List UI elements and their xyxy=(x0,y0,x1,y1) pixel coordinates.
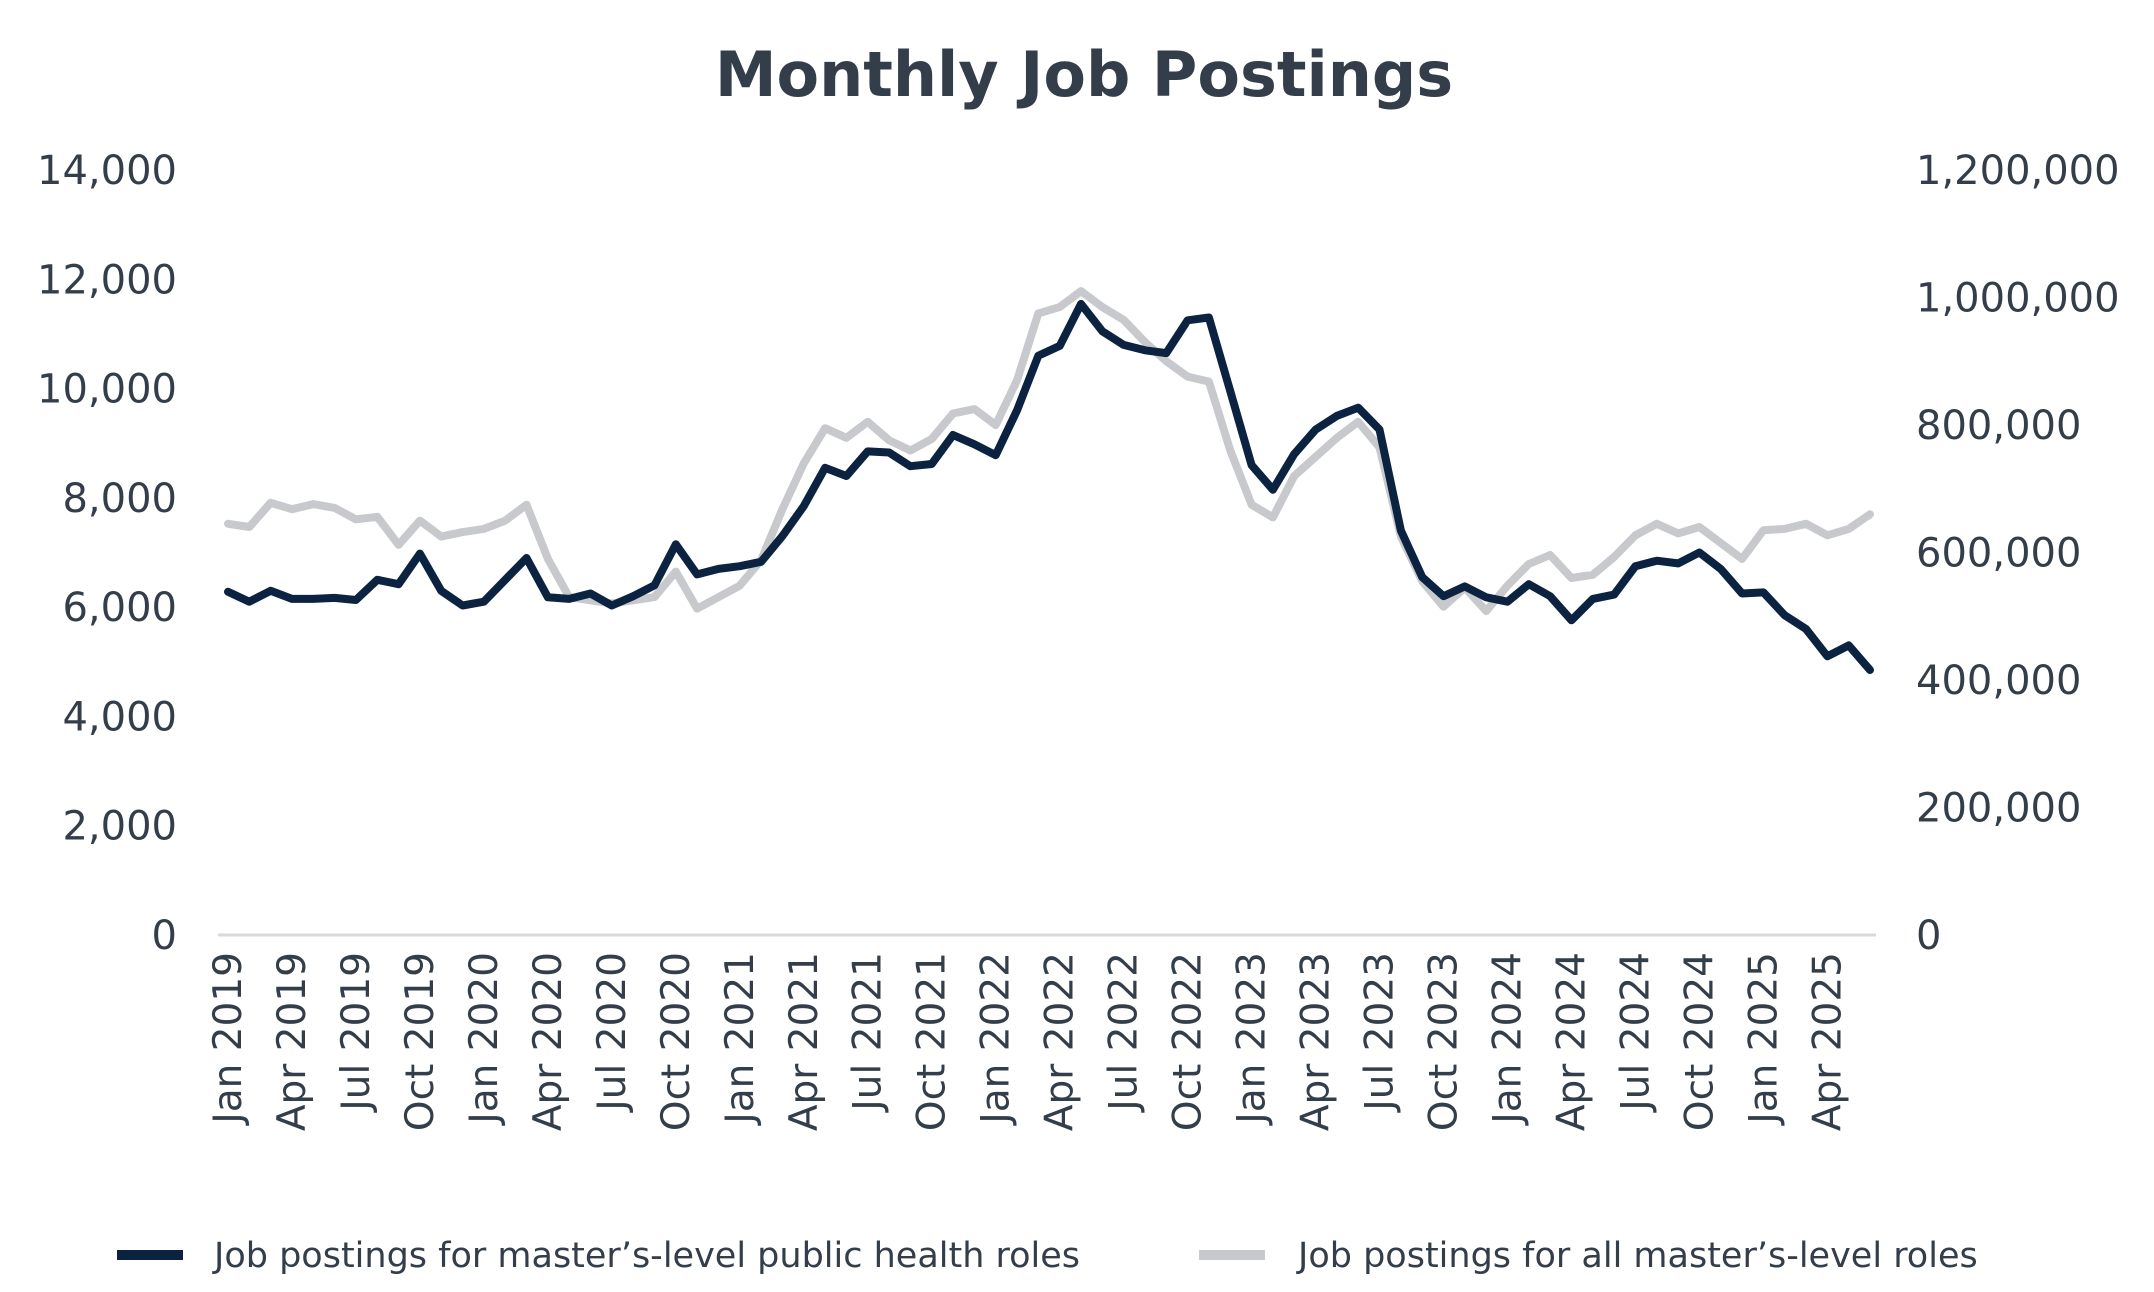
x-tick-label: Jul 2021 xyxy=(846,952,891,1114)
series-layer xyxy=(224,287,1874,674)
x-tick-label: Jan 2024 xyxy=(1485,952,1530,1127)
left-y-tick-label: 8,000 xyxy=(62,476,177,522)
right-y-tick-label: 400,000 xyxy=(1916,658,2081,704)
x-tick-label: Jul 2024 xyxy=(1613,952,1658,1114)
x-tick-label: Oct 2019 xyxy=(398,952,443,1131)
right-y-tick-label: 600,000 xyxy=(1916,531,2081,577)
series-line-public-health xyxy=(224,299,1874,674)
series-line-all-masters xyxy=(224,287,1874,616)
right-y-tick-label: 800,000 xyxy=(1916,403,2081,449)
x-tick-label: Apr 2022 xyxy=(1038,952,1083,1131)
right-y-tick-label: 1,200,000 xyxy=(1916,148,2120,194)
x-tick-label: Apr 2023 xyxy=(1294,952,1339,1131)
left-y-axis: 0 2,000 4,000 6,000 8,000 10,000 12,000 14,000 xyxy=(37,148,177,959)
x-tick-label: Oct 2024 xyxy=(1677,952,1722,1131)
x-axis: Jan 2019 Apr 2019 Jul 2019 Oct 2019 Jan 2020… xyxy=(206,952,1850,1131)
x-tick-label: Apr 2021 xyxy=(782,952,827,1131)
left-y-tick-label: 12,000 xyxy=(37,257,177,303)
chart-title: Monthly Job Postings xyxy=(715,38,1453,111)
x-tick-label: Jul 2019 xyxy=(334,952,379,1114)
x-tick-label: Apr 2019 xyxy=(270,952,315,1131)
x-tick-label: Apr 2024 xyxy=(1549,952,1594,1131)
x-tick-label: Jan 2019 xyxy=(206,952,251,1127)
x-tick-label: Apr 2020 xyxy=(526,952,571,1131)
right-y-tick-label: 0 xyxy=(1916,913,1941,959)
right-y-tick-label: 200,000 xyxy=(1916,786,2081,832)
x-tick-label: Jul 2020 xyxy=(590,952,635,1114)
x-tick-label: Oct 2023 xyxy=(1422,952,1467,1131)
x-tick-label: Oct 2020 xyxy=(654,952,699,1131)
x-tick-label: Jul 2023 xyxy=(1358,952,1403,1114)
left-y-tick-label: 4,000 xyxy=(62,694,177,740)
left-y-tick-label: 6,000 xyxy=(62,585,177,631)
x-tick-label: Jan 2022 xyxy=(974,952,1019,1127)
right-y-axis: 0 200,000 400,000 600,000 800,000 1,000,000 1,… xyxy=(1916,148,2120,959)
right-y-tick-label: 1,000,000 xyxy=(1916,276,2120,322)
x-tick-label: Jan 2023 xyxy=(1230,952,1275,1127)
x-tick-label: Jan 2020 xyxy=(462,952,507,1127)
x-tick-label: Jul 2022 xyxy=(1102,952,1147,1114)
legend-label-public-health: Job postings for master’s-level public h… xyxy=(212,1236,1080,1276)
left-y-tick-label: 2,000 xyxy=(62,804,177,850)
left-y-tick-label: 0 xyxy=(152,913,177,959)
x-tick-label: Apr 2025 xyxy=(1805,952,1850,1131)
left-y-tick-label: 14,000 xyxy=(37,148,177,194)
legend-label-all-masters: Job postings for all master’s-level role… xyxy=(1296,1236,1978,1276)
x-tick-label: Oct 2022 xyxy=(1166,952,1211,1131)
x-tick-label: Jan 2021 xyxy=(718,952,763,1127)
legend: Job postings for master’s-level public h… xyxy=(117,1236,1978,1276)
x-tick-label: Oct 2021 xyxy=(910,952,955,1131)
x-tick-label: Jan 2025 xyxy=(1741,952,1786,1127)
left-y-tick-label: 10,000 xyxy=(37,367,177,413)
